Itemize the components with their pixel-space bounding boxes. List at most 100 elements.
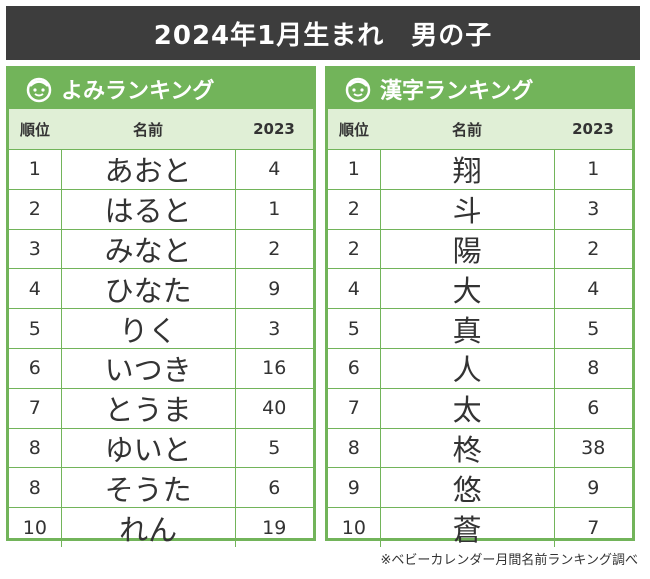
prev-rank-cell: 7 xyxy=(587,516,600,539)
year-column-header: 2023 xyxy=(253,120,295,138)
rank-cell: 2 xyxy=(328,189,381,229)
boy-face-icon xyxy=(26,77,52,103)
name-cell: そうた xyxy=(62,468,236,508)
rank-cell: 4 xyxy=(328,269,381,309)
name-column-header: 名前 xyxy=(132,120,163,139)
table-row: 3 みなと 2 xyxy=(9,229,313,270)
rank-cell: 1 xyxy=(328,150,381,189)
kanji-ranking-header: 漢字ランキング xyxy=(328,69,632,109)
yomi-column-header: 順位 名前 2023 xyxy=(9,109,313,150)
kanji-ranking-title: 漢字ランキング xyxy=(380,79,534,104)
rank-cell: 8 xyxy=(9,428,62,468)
prev-rank-cell: 9 xyxy=(268,277,281,300)
yomi-ranking-panel: よみランキング 順位 名前 2023 1 あおと 4 2 はると 1 3 みなと 2 4 ひな… xyxy=(6,66,316,547)
rank-cell: 10 xyxy=(328,508,381,547)
name-cell: 人 xyxy=(381,348,555,388)
rank-cell: 1 xyxy=(9,150,62,189)
boy-face-icon xyxy=(345,77,371,103)
table-row: 1 あおと 4 xyxy=(9,150,313,190)
yomi-ranking-header: よみランキング xyxy=(9,69,313,109)
name-cell: 陽 xyxy=(381,229,555,269)
yomi-ranking-title: よみランキング xyxy=(61,79,215,104)
source-footnote: ※ベビーカレンダー月間名前ランキング調べ xyxy=(380,553,638,568)
prev-rank-cell: 5 xyxy=(268,436,281,459)
prev-rank-cell: 6 xyxy=(268,476,281,499)
name-cell: とうま xyxy=(62,388,236,428)
name-column-header: 名前 xyxy=(451,120,482,139)
year-column-header: 2023 xyxy=(572,120,614,138)
name-cell: ゆいと xyxy=(62,428,236,468)
rank-cell: 7 xyxy=(328,388,381,428)
prev-rank-cell: 8 xyxy=(587,357,600,380)
page-title: 2024年1月生まれ 男の子 xyxy=(6,6,640,60)
prev-rank-cell: 1 xyxy=(587,158,600,181)
table-row: 7 とうま 40 xyxy=(9,388,313,429)
rank-cell: 9 xyxy=(328,468,381,508)
prev-rank-cell: 4 xyxy=(587,277,600,300)
prev-rank-cell: 38 xyxy=(581,436,606,459)
name-cell: はると xyxy=(62,189,236,229)
table-row: 6 いつき 16 xyxy=(9,348,313,389)
name-cell: みなと xyxy=(62,229,236,269)
rank-cell: 7 xyxy=(9,388,62,428)
prev-rank-cell: 4 xyxy=(268,158,281,181)
name-cell: 大 xyxy=(381,269,555,309)
rank-cell: 2 xyxy=(9,189,62,229)
name-cell: ひなた xyxy=(62,269,236,309)
name-cell: 柊 xyxy=(381,428,555,468)
table-row: 10 蒼 7 xyxy=(328,508,632,547)
rank-cell: 3 xyxy=(9,229,62,269)
table-row: 5 りく 3 xyxy=(9,309,313,349)
prev-rank-cell: 2 xyxy=(268,237,281,260)
prev-rank-cell: 6 xyxy=(587,397,600,420)
name-cell: 太 xyxy=(381,388,555,428)
prev-rank-cell: 1 xyxy=(268,198,281,221)
name-cell: 蒼 xyxy=(381,508,555,547)
name-cell: りく xyxy=(62,309,236,348)
rank-cell: 5 xyxy=(9,309,62,348)
rank-column-header: 順位 xyxy=(338,120,369,139)
prev-rank-cell: 16 xyxy=(262,357,287,380)
rank-cell: 6 xyxy=(9,348,62,388)
rank-cell: 4 xyxy=(9,269,62,309)
rank-cell: 6 xyxy=(328,348,381,388)
prev-rank-cell: 2 xyxy=(587,237,600,260)
table-row: 4 ひなた 9 xyxy=(9,269,313,310)
prev-rank-cell: 3 xyxy=(268,317,281,340)
prev-rank-cell: 5 xyxy=(587,317,600,340)
name-cell: いつき xyxy=(62,348,236,388)
name-cell: 真 xyxy=(381,309,555,348)
prev-rank-cell: 19 xyxy=(262,516,287,539)
name-cell: 翔 xyxy=(381,150,555,189)
table-row: 10 れん 19 xyxy=(9,508,313,547)
prev-rank-cell: 9 xyxy=(587,476,600,499)
rank-cell: 10 xyxy=(9,508,62,547)
kanji-column-header: 順位 名前 2023 xyxy=(328,109,632,150)
rank-column-header: 順位 xyxy=(19,120,50,139)
rank-cell: 8 xyxy=(9,468,62,508)
table-row: 8 ゆいと 5 xyxy=(9,428,313,469)
prev-rank-cell: 40 xyxy=(262,397,287,420)
rank-cell: 5 xyxy=(328,309,381,348)
name-cell: 悠 xyxy=(381,468,555,508)
rank-cell: 8 xyxy=(328,428,381,468)
name-cell: 斗 xyxy=(381,189,555,229)
name-cell: あおと xyxy=(62,150,236,189)
table-row: 8 そうた 6 xyxy=(9,468,313,509)
yomi-table-body: 1 あおと 4 2 はると 1 3 みなと 2 4 ひなた 9 5 りく 3 6 いつき 16 7 とうま… xyxy=(9,150,313,547)
rank-cell: 2 xyxy=(328,229,381,269)
prev-rank-cell: 3 xyxy=(587,198,600,221)
table-row: 8 柊 38 xyxy=(328,428,632,469)
table-row: 2 はると 1 xyxy=(9,189,313,230)
name-cell: れん xyxy=(62,508,236,547)
